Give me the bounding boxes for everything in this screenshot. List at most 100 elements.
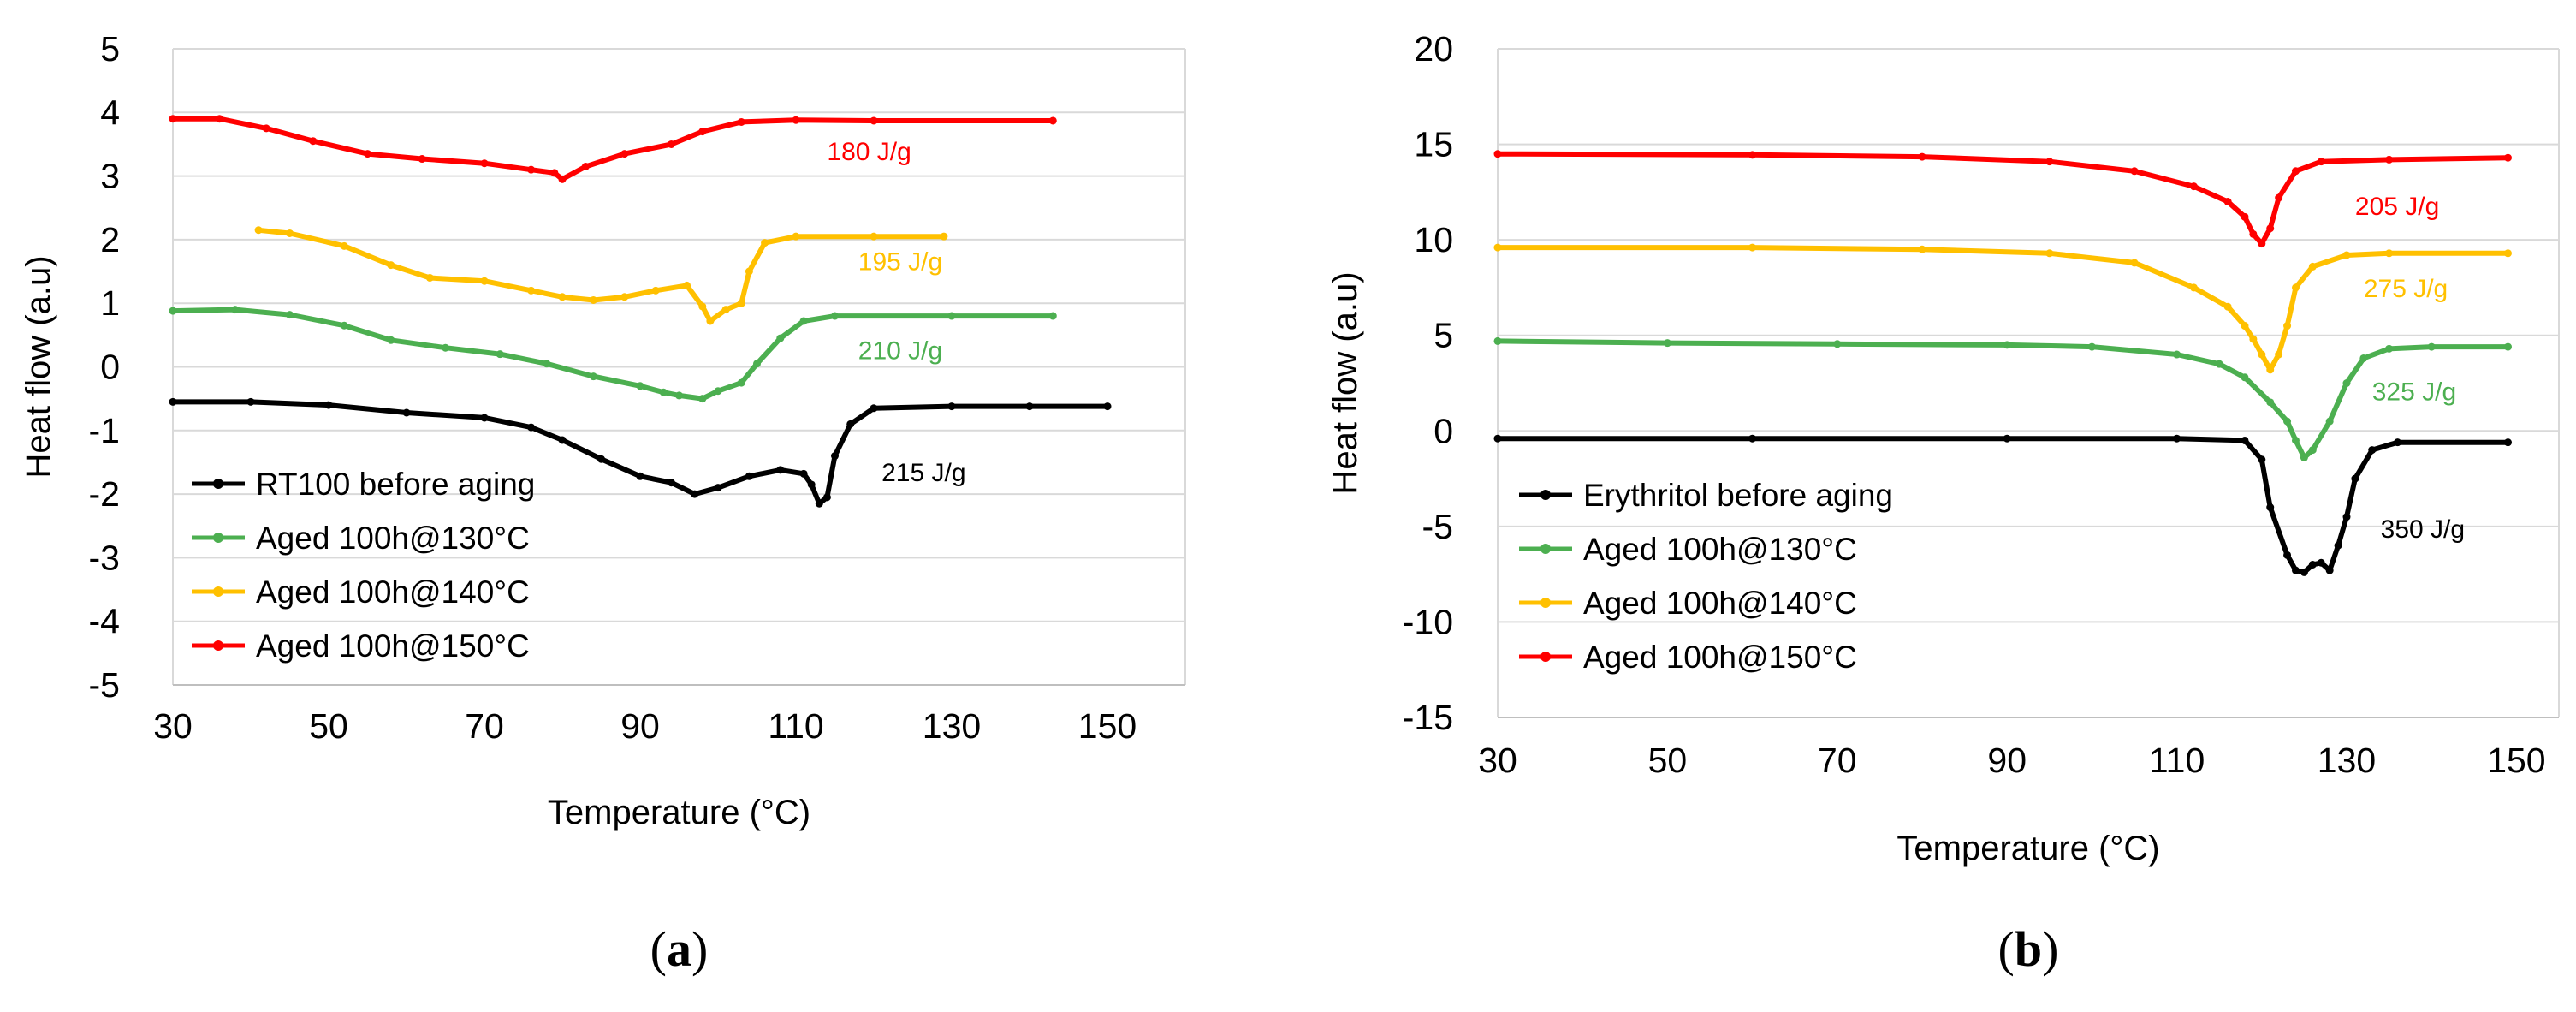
series-point (2342, 513, 2351, 521)
series-point (2275, 193, 2283, 202)
series-point (216, 115, 224, 123)
series-point (2275, 350, 2283, 359)
series-point (846, 420, 855, 428)
series-point (589, 372, 597, 381)
x-axis-title: Temperature (°C) (548, 794, 810, 831)
series-point (2189, 182, 2198, 191)
y-tick-label: 2 (100, 220, 120, 259)
series-point (675, 391, 683, 400)
y-tick-label: -5 (1422, 507, 1453, 546)
series-point (418, 155, 426, 164)
panel-label-open: ( (650, 921, 667, 977)
series-point (870, 404, 878, 413)
series-point (2215, 360, 2223, 368)
series-line (170, 399, 1110, 507)
series-point (2342, 379, 2351, 387)
series-point (1048, 312, 1057, 320)
y-tick-label: 4 (100, 92, 120, 132)
series-point (589, 295, 597, 304)
series-point (2291, 167, 2300, 176)
series-point (947, 312, 956, 320)
series-point (1493, 336, 1502, 345)
series-point (799, 317, 808, 325)
series-point (799, 469, 808, 478)
panel-label-letter: a (667, 921, 691, 977)
series-point (1918, 245, 1926, 253)
series-point (2223, 198, 2232, 206)
y-tick-label: 15 (1414, 125, 1453, 164)
series-point (2283, 551, 2292, 559)
series-point (2173, 434, 2181, 443)
x-axis-title: Temperature (°C) (1896, 830, 2159, 867)
series-point (527, 286, 536, 295)
series-point (737, 299, 745, 307)
series-point (2503, 438, 2512, 447)
series-point (2283, 417, 2292, 426)
series-point (527, 423, 536, 432)
series-point (425, 273, 434, 282)
series-point (721, 306, 730, 314)
panel-label: (b) (1998, 921, 2059, 977)
series-point (2385, 344, 2394, 353)
panel-label-close: ) (2042, 921, 2058, 977)
series-point (2003, 341, 2011, 349)
series-point (2300, 454, 2308, 462)
series-point (698, 395, 707, 403)
series-point (558, 436, 567, 444)
y-tick-label: 0 (1433, 411, 1453, 450)
series-point (698, 302, 707, 311)
y-tick-label: 10 (1414, 220, 1453, 259)
x-tick-label: 110 (2149, 741, 2205, 780)
series-point (831, 312, 839, 320)
y-tick-label: -10 (1403, 602, 1453, 641)
x-tick-label: 90 (620, 706, 660, 746)
legend-marker (213, 586, 223, 597)
x-tick-label: 110 (768, 706, 823, 746)
x-tick-label: 130 (2318, 741, 2376, 780)
y-tick-label: 20 (1414, 29, 1453, 68)
y-tick-label: -15 (1403, 698, 1453, 737)
series-point (2241, 373, 2249, 382)
series-point (442, 343, 449, 352)
series-point (1493, 243, 1502, 252)
series-line (1495, 151, 2511, 247)
y-tick-label: 3 (100, 157, 120, 196)
series-point (480, 159, 489, 168)
x-tick-label: 150 (1078, 706, 1137, 746)
series-point (2241, 322, 2249, 330)
series-point (822, 493, 831, 502)
series-point (2427, 342, 2436, 351)
panel-label-close: ) (691, 921, 708, 977)
series-point (169, 115, 177, 123)
legend-label: Aged 100h@130°C (1583, 532, 1857, 567)
series-point (2266, 366, 2275, 374)
x-tick-label: 50 (1648, 741, 1688, 780)
series-point (286, 311, 294, 319)
series-point (558, 175, 567, 183)
series-point (340, 321, 348, 330)
series-point (2003, 434, 2011, 443)
series-point (387, 336, 395, 344)
series-point (1748, 243, 1757, 252)
series-point (1103, 402, 1112, 411)
series-point (1025, 402, 1034, 411)
series-point (667, 140, 675, 148)
series-point (659, 388, 668, 396)
series-point (2258, 240, 2266, 248)
x-tick-label: 70 (465, 706, 504, 746)
series-point (262, 124, 270, 133)
series-point (2266, 398, 2275, 407)
series-line (170, 116, 1056, 182)
y-tick-label: -3 (89, 538, 120, 577)
series-point (543, 360, 551, 368)
series-point (558, 293, 567, 301)
x-tick-label: 70 (1818, 741, 1857, 780)
series-point (620, 150, 629, 158)
series-point (753, 360, 761, 368)
series-point (940, 232, 948, 241)
series-point (286, 229, 294, 237)
series-point (2087, 342, 2096, 351)
chart-panel-a: 5 4 3 2 1 0 -1 -2 -3 -4 -5 30 50 70 90 110 130 150 Tempera… (20, 29, 1186, 977)
series-point (2241, 212, 2249, 221)
